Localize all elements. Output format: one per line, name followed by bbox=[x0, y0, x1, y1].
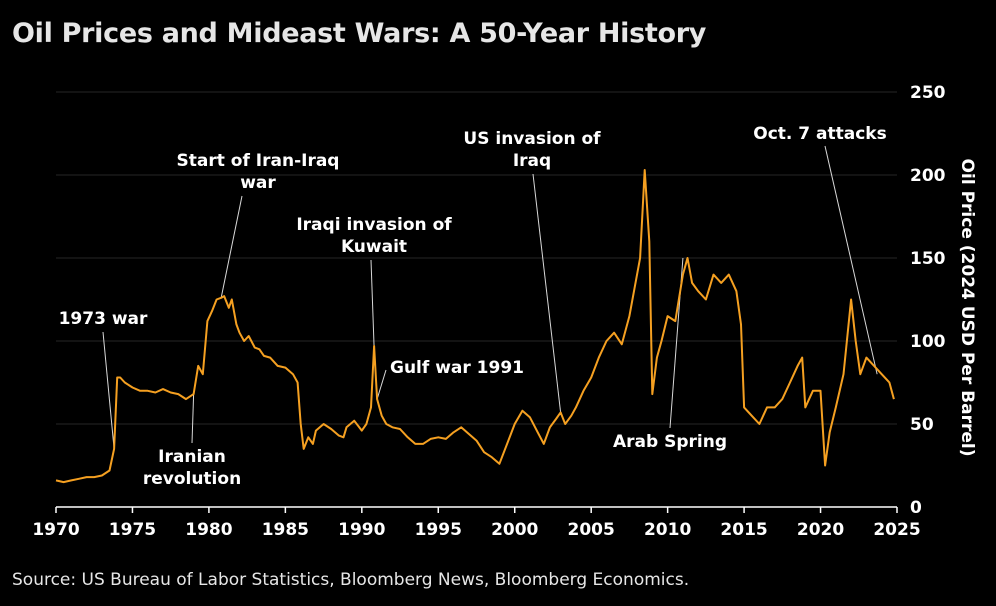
annotation-label: Iranian revolution bbox=[143, 447, 241, 489]
x-tick-label: 2000 bbox=[491, 520, 538, 540]
annotation-leader bbox=[370, 259, 375, 346]
y-axis-title: Oil Price (2024 USD Per Barrel) bbox=[957, 159, 977, 457]
y-axis: 0 50 100 150 200 250 bbox=[910, 83, 946, 518]
y-tick-label: 50 bbox=[910, 415, 934, 435]
annotation-label: US invasion of Iraq bbox=[463, 129, 601, 171]
x-tick-label: 2025 bbox=[873, 520, 920, 540]
y-tick-label: 150 bbox=[910, 249, 946, 269]
x-tick-label: 2020 bbox=[797, 520, 844, 540]
gridlines bbox=[56, 91, 897, 425]
annotation-leaders bbox=[102, 145, 878, 449]
chart-title: Oil Prices and Mideast Wars: A 50-Year H… bbox=[12, 18, 707, 49]
annotation-leader bbox=[824, 145, 878, 375]
annotation-leader bbox=[532, 173, 562, 413]
annotation-label: Gulf war 1991 bbox=[390, 358, 524, 378]
x-tick-label: 1980 bbox=[185, 520, 232, 540]
x-tick-label: 1970 bbox=[32, 520, 79, 540]
x-tick-label: 1975 bbox=[109, 520, 156, 540]
y-tick-label: 250 bbox=[910, 83, 946, 103]
annotation-label: Oct. 7 attacks bbox=[753, 124, 886, 144]
annotation-label: Arab Spring bbox=[613, 432, 727, 452]
x-tick-label: 2015 bbox=[720, 520, 767, 540]
y-tick-label: 200 bbox=[910, 166, 946, 186]
annotation-leader bbox=[191, 394, 195, 444]
x-tick-label: 2010 bbox=[644, 520, 691, 540]
annotation-label: Iraqi invasion of Kuwait bbox=[296, 215, 452, 257]
x-axis: 1970 1975 1980 1985 1990 1995 2000 2005 2010 2015… bbox=[32, 506, 921, 540]
x-tick-label: 1985 bbox=[262, 520, 309, 540]
annotation-label: 1973 war bbox=[59, 309, 148, 329]
annotation-leader bbox=[102, 331, 115, 449]
oil-price-line bbox=[55, 169, 895, 484]
y-tick-label: 100 bbox=[910, 332, 946, 352]
annotation-label: Start of Iran-Iraq war bbox=[177, 151, 340, 193]
x-tick-label: 2005 bbox=[568, 520, 615, 540]
y-tick-label: 0 bbox=[910, 498, 922, 518]
annotation-leader bbox=[220, 195, 243, 298]
annotation-leader bbox=[376, 369, 387, 400]
annotations: 1973 war Iranian revolution Start of Iran-I… bbox=[59, 124, 887, 489]
x-tick-label: 1995 bbox=[415, 520, 462, 540]
x-tick-label: 1990 bbox=[338, 520, 385, 540]
chart-source: Source: US Bureau of Labor Statistics, B… bbox=[12, 570, 690, 590]
